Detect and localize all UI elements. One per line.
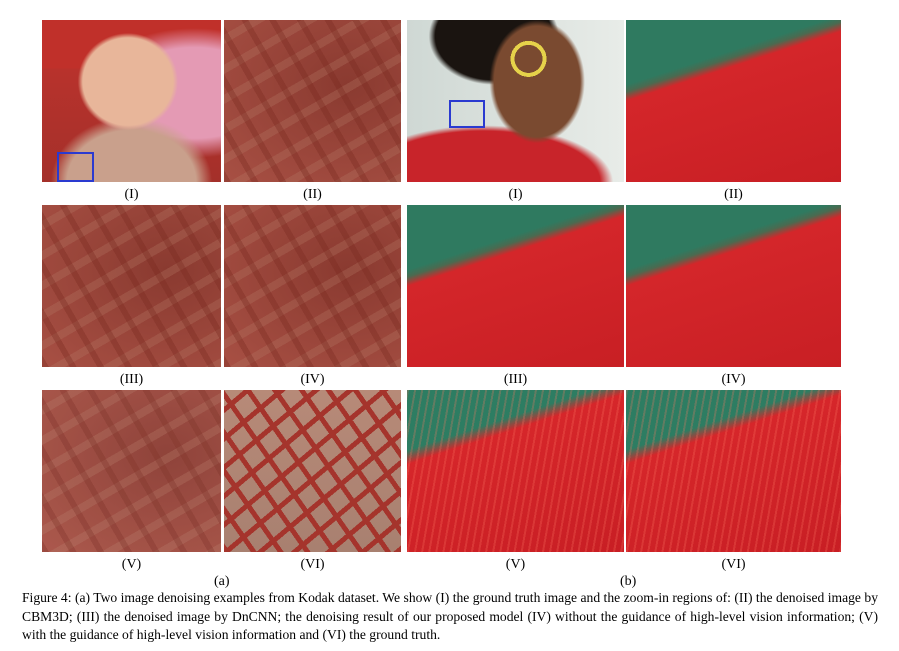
image-label: (I) [508, 187, 523, 202]
image-label: (IV) [300, 372, 325, 387]
image-label: (VI) [300, 557, 325, 572]
figure-caption: Figure 4: (a) Two image denoising exampl… [22, 590, 878, 642]
panel-label: (b) [620, 574, 637, 589]
image-label: (II) [303, 187, 322, 202]
zoom-image [224, 390, 401, 552]
zoom-box [57, 152, 94, 182]
photo-portrait [407, 20, 624, 182]
zoom-image [626, 20, 841, 182]
zoom-image [407, 205, 624, 367]
image-label: (V) [121, 557, 142, 572]
image-label: (I) [124, 187, 139, 202]
zoom-image [626, 390, 841, 552]
zoom-image [224, 205, 401, 367]
image-label: (VI) [721, 557, 746, 572]
panel-label: (a) [214, 574, 230, 589]
zoom-image [42, 390, 221, 552]
zoom-image [407, 390, 624, 552]
image-label: (IV) [721, 372, 746, 387]
image-label: (V) [505, 557, 526, 572]
zoom-box [449, 100, 485, 128]
photo-portrait [42, 20, 221, 182]
zoom-image [626, 205, 841, 367]
zoom-image [224, 20, 401, 182]
image-label: (III) [119, 372, 144, 387]
image-label: (III) [503, 372, 528, 387]
zoom-image [42, 205, 221, 367]
image-label: (II) [724, 187, 743, 202]
